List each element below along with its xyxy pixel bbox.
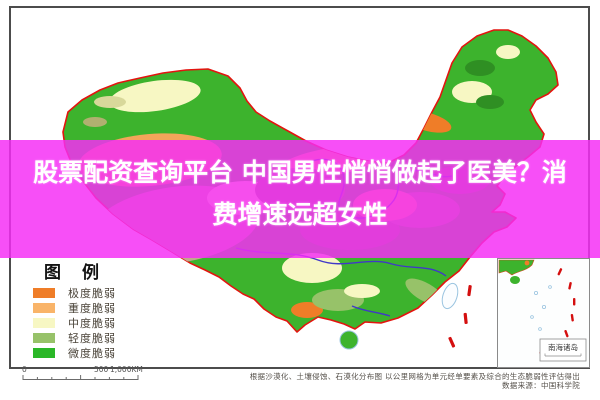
south-china-sea-inset: 南海诸岛 xyxy=(497,258,590,368)
legend-item-label: 极度脆弱 xyxy=(68,286,116,300)
legend-item: 轻度脆弱 xyxy=(20,331,180,345)
legend: 图 例 极度脆弱 重度脆弱 中度脆弱 轻度脆弱 微度脆弱 0 500 1,000… xyxy=(20,256,180,383)
legend-swatch xyxy=(33,332,55,343)
headline-line-2: 费增速远超女性 xyxy=(212,200,388,229)
scale-label-start: 0 xyxy=(22,365,27,374)
legend-item-label: 微度脆弱 xyxy=(68,346,116,360)
legend-swatch xyxy=(33,287,55,298)
legend-title: 图 例 xyxy=(44,263,101,283)
scale-label-end: 1,000KM xyxy=(110,365,143,374)
legend-item-label: 重度脆弱 xyxy=(68,301,116,315)
inset-map: 南海诸岛 xyxy=(498,259,587,362)
legend-swatch xyxy=(33,302,55,313)
scale-label-mid: 500 xyxy=(94,365,109,374)
headline-band xyxy=(0,140,600,258)
legend-item: 微度脆弱 xyxy=(20,346,180,360)
scale-bar-line xyxy=(22,375,139,380)
legend-item: 极度脆弱 xyxy=(20,286,180,300)
legend-item-label: 轻度脆弱 xyxy=(68,331,116,345)
headline: 股票配资查询平台 中国男性悄悄做起了医美？消 费增速远超女性 xyxy=(0,152,600,236)
legend-item: 中度脆弱 xyxy=(20,316,180,330)
legend-items: 极度脆弱 重度脆弱 中度脆弱 轻度脆弱 微度脆弱 xyxy=(20,286,180,360)
caption-line-1: 根据沙漠化、土壤侵蚀、石漠化分布图 以公里网格为单元经单要素及综合的生态脆弱性评… xyxy=(249,372,580,381)
legend-item: 重度脆弱 xyxy=(20,301,180,315)
taiwan-outline xyxy=(441,282,459,310)
hainan-island xyxy=(339,330,359,350)
nine-dash-line xyxy=(448,285,472,348)
legend-swatch xyxy=(33,317,55,328)
caption: 根据沙漠化、土壤侵蚀、石漠化分布图 以公里网格为单元经单要素及综合的生态脆弱性评… xyxy=(250,372,580,390)
legend-item-label: 中度脆弱 xyxy=(68,316,116,330)
inset-label: 南海诸岛 xyxy=(548,342,578,352)
headline-line-1: 股票配资查询平台 中国男性悄悄做起了医美？消 xyxy=(33,158,567,187)
legend-swatch xyxy=(33,347,55,358)
caption-line-2: 数据来源：中国科学院 xyxy=(502,381,580,390)
scale-bar: 0 500 1,000KM xyxy=(22,365,172,383)
